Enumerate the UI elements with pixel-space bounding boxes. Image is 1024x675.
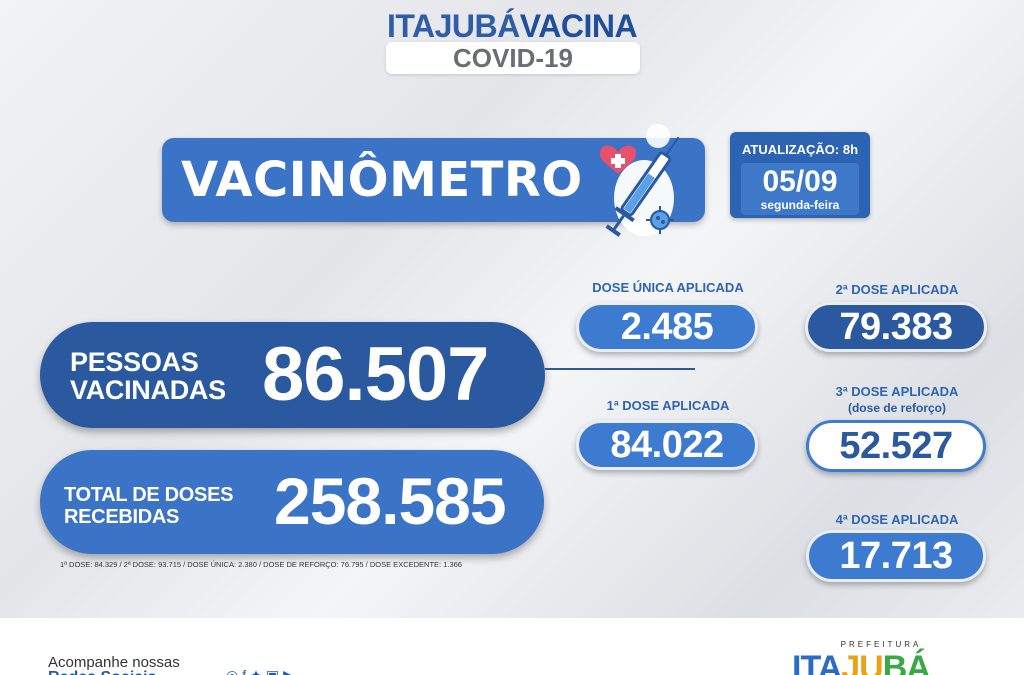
facebook-icon[interactable]: f xyxy=(242,667,251,675)
doses-received-value: 258.585 xyxy=(274,464,507,538)
brand-title: ITAJUBÁVACINA xyxy=(0,8,1024,44)
instagram-icon[interactable]: ◎ xyxy=(226,667,243,675)
people-vaccinated-pill xyxy=(40,322,545,428)
third-dose-label-main: 3ª DOSE APLICADA xyxy=(835,384,959,399)
second-dose-label: 2ª DOSE APLICADA xyxy=(835,282,959,297)
virus-icon xyxy=(646,206,674,234)
banner-title: VACINÔMETRO xyxy=(181,152,583,208)
social-icons: ◎f✦▣▶ xyxy=(226,667,298,675)
connector-line xyxy=(545,368,695,370)
city-logo: ITAJUBÁ xyxy=(792,648,931,675)
fourth-dose-label: 4ª DOSE APLICADA xyxy=(835,512,959,527)
youtube-icon[interactable]: ▶ xyxy=(283,667,298,675)
doses-received-label-line2: RECEBIDAS xyxy=(64,506,180,528)
third-dose-value: 52.527 xyxy=(806,420,986,472)
logo-part-3: BÁ xyxy=(882,649,931,675)
syringe-icon xyxy=(599,124,680,237)
update-label: ATUALIZAÇÃO: 8h xyxy=(741,142,859,157)
social-text: Redes Sociais xyxy=(48,669,157,675)
prefeitura-label: PREFEITURA xyxy=(840,640,922,649)
doses-received-pill xyxy=(40,450,544,554)
update-date: 05/09 xyxy=(762,165,838,198)
fourth-dose-value: 17.713 xyxy=(806,530,986,582)
first-dose-value: 84.022 xyxy=(576,420,758,470)
single-dose-label: DOSE ÚNICA APLICADA xyxy=(592,280,744,295)
twitter-icon[interactable]: ✦ xyxy=(250,667,266,675)
third-dose-sublabel: (dose de reforço) xyxy=(847,401,946,415)
people-vaccinated-value: 86.507 xyxy=(262,332,489,417)
doses-received-label-line1: TOTAL DE DOSES xyxy=(64,484,234,506)
first-dose-label: 1ª DOSE APLICADA xyxy=(606,398,730,413)
logo-part-2: JU xyxy=(841,649,883,675)
follow-text: Acompanhe nossas xyxy=(48,654,180,671)
update-date-box xyxy=(741,163,859,215)
people-vaccinated-label-line2: VACINADAS xyxy=(70,375,226,405)
footer xyxy=(0,618,1024,675)
people-vaccinated-label-line1: PESSOAS xyxy=(70,347,199,377)
brand-part-1: ITAJUBÁ xyxy=(386,8,520,44)
second-dose-value: 79.383 xyxy=(805,302,987,352)
subtitle-badge: COVID-19 xyxy=(386,42,640,74)
update-weekday: segunda-feira xyxy=(760,198,840,212)
single-dose-value: 2.485 xyxy=(576,302,758,352)
doses-breakdown: 1ª DOSE: 84.329 / 2ª DOSE: 93.715 / DOSE… xyxy=(60,560,462,569)
people-vaccinated-label: PESSOAS VACINADAS xyxy=(70,348,250,404)
third-dose-label: 3ª DOSE APLICADA (dose de reforço) xyxy=(805,383,989,417)
doses-received-label: TOTAL DE DOSES RECEBIDAS xyxy=(64,484,264,528)
brand-part-2: VACINA xyxy=(519,8,638,44)
logo-part-1: ITA xyxy=(792,649,842,675)
heart-plus-icon xyxy=(599,145,637,174)
linkedin-icon[interactable]: ▣ xyxy=(265,667,284,675)
